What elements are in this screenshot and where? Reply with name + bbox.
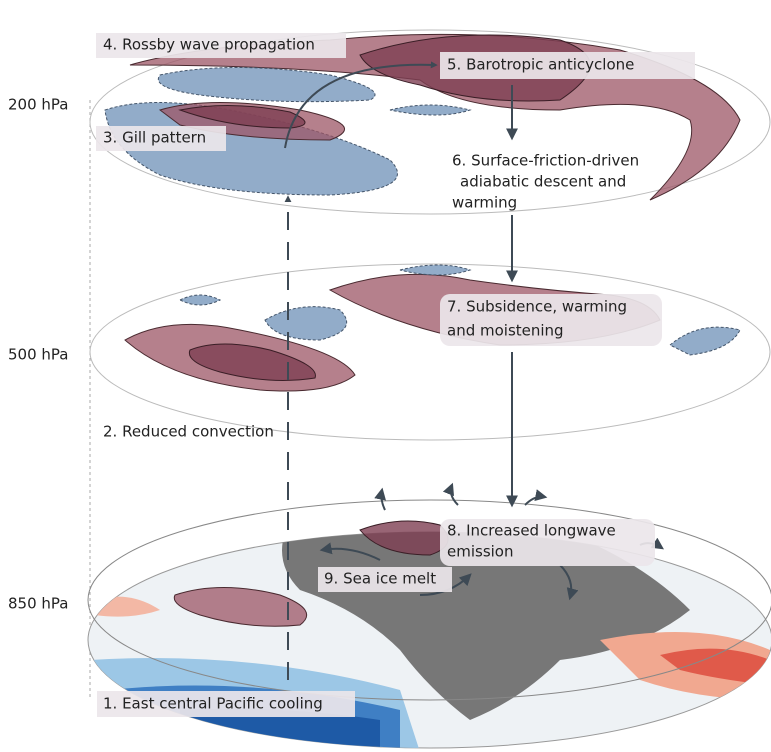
step-label: emission (447, 543, 514, 561)
level-label: 850 hPa (8, 595, 68, 613)
anomaly-blob (157, 67, 376, 103)
anomaly-blob (188, 343, 316, 381)
step-label: 8. Increased longwave (447, 522, 616, 540)
level-label: 500 hPa (8, 346, 68, 364)
step-label: 6. Surface-friction-driven (452, 152, 639, 170)
anomaly-blob (669, 326, 741, 356)
step-label: 7. Subsidence, warming (447, 298, 627, 316)
step-label: 4. Rossby wave propagation (103, 36, 315, 54)
labels: 200 hPa 500 hPa 850 hPa 1. East central … (8, 36, 639, 713)
step-label: 9. Sea ice melt (324, 570, 436, 588)
anomaly-blob (264, 306, 348, 341)
anomaly-blob (173, 587, 308, 627)
step-label: warming (452, 194, 517, 212)
anomaly-blob (104, 102, 398, 196)
anomaly-blob (178, 104, 306, 129)
level-label: 200 hPa (8, 96, 68, 114)
step-label: 3. Gill pattern (103, 129, 206, 147)
anomaly-blob (389, 104, 472, 116)
background-art (87, 29, 771, 749)
step-label: 2. Reduced convection (103, 423, 274, 441)
step-label: 1. East central Pacific cooling (103, 695, 323, 713)
step-label: and moistening (447, 322, 564, 340)
step-label: adiabatic descent and (460, 173, 626, 191)
step-label: 5. Barotropic anticyclone (447, 56, 634, 74)
anomaly-blob (178, 294, 222, 306)
anomaly-blob (399, 264, 472, 276)
